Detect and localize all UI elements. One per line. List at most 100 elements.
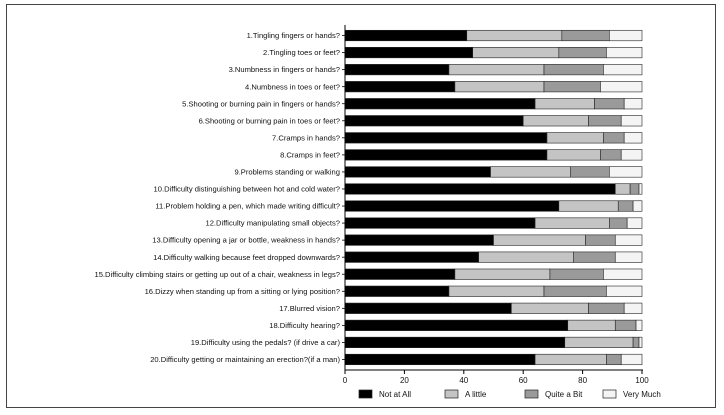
category-label: 5.Shooting or burning pain in fingers or… <box>182 99 340 108</box>
bar-segment-row14-a-little <box>478 251 574 263</box>
bar-segment-row13-very-much <box>614 234 643 246</box>
bar-segment-row10-a-little <box>614 183 631 195</box>
bar-segment-row9-quite-a-bit <box>570 166 610 178</box>
bar-segment-row17-a-little <box>511 302 589 314</box>
x-tick-label: 40 <box>459 376 468 385</box>
bar-segment-row15-not-at-all <box>344 268 456 280</box>
bar-segment-row15-quite-a-bit <box>549 268 604 280</box>
bar-segment-row8-quite-a-bit <box>600 149 622 161</box>
bar-segment-row6-not-at-all <box>344 115 524 127</box>
bar-segment-row19-quite-a-bit <box>632 336 640 348</box>
bar-segment-row10-very-much <box>638 183 643 195</box>
category-label: 9.Problems standing or walking <box>234 168 340 177</box>
bar-segment-row1-quite-a-bit <box>561 29 610 42</box>
category-label: 16.Dizzy when standing up from a sitting… <box>145 287 340 296</box>
bar-segment-row17-quite-a-bit <box>588 302 625 314</box>
bar-segment-row12-not-at-all <box>344 217 536 229</box>
legend-label: Quite a Bit <box>545 390 583 399</box>
bar-segment-row16-a-little <box>448 285 545 297</box>
bar-segment-row8-very-much <box>620 149 643 161</box>
bars-group <box>344 29 643 366</box>
legend-swatch-not-at-all <box>358 389 373 399</box>
category-label: 4.Numbness in toes or feet? <box>245 82 340 91</box>
category-label: 6.Shooting or burning pain in toes or fe… <box>199 116 340 125</box>
bar-segment-row5-very-much <box>623 98 643 110</box>
legend-swatch-very-much <box>602 389 617 399</box>
bar-segment-row13-a-little <box>493 234 586 246</box>
category-label: 19.Difficulty using the pedals? (if driv… <box>191 338 341 347</box>
category-label: 15.Difficulty climbing stairs or getting… <box>94 270 340 279</box>
bar-segment-row14-not-at-all <box>344 251 479 263</box>
bar-segment-row8-not-at-all <box>344 149 548 161</box>
bar-segment-row14-very-much <box>614 251 643 263</box>
bar-segment-row12-a-little <box>534 217 610 229</box>
bar-segment-row7-not-at-all <box>344 132 548 144</box>
bar-segment-row4-very-much <box>600 81 643 93</box>
bar-segment-row6-a-little <box>522 115 589 127</box>
bar-segment-row13-quite-a-bit <box>585 234 616 246</box>
bar-segment-row11-very-much <box>632 200 643 212</box>
bar-segment-row2-very-much <box>606 47 643 59</box>
bar-segment-row18-very-much <box>635 319 643 331</box>
category-label: 1.Tingling fingers or hands? <box>247 31 340 40</box>
bar-segment-row13-not-at-all <box>344 234 494 246</box>
bar-segment-row2-not-at-all <box>344 47 474 59</box>
bar-segment-row18-a-little <box>567 319 616 331</box>
legend: Not at All A little Quite a Bit Very Much <box>358 389 661 399</box>
bar-segment-row14-quite-a-bit <box>573 251 616 263</box>
bar-segment-row18-quite-a-bit <box>614 319 637 331</box>
bar-segment-row7-a-little <box>546 132 604 144</box>
category-label: 8.Cramps in feet? <box>280 150 340 159</box>
legend-swatch-a-little <box>444 389 459 399</box>
category-label: 12.Difficulty manipulating small objects… <box>205 219 340 228</box>
bar-segment-row5-a-little <box>534 98 595 110</box>
bar-segment-row16-quite-a-bit <box>543 285 607 297</box>
bar-segment-row11-quite-a-bit <box>617 200 634 212</box>
x-tick-label: 100 <box>635 376 649 385</box>
category-label: 14.Difficulty walking because feet dropp… <box>153 253 340 262</box>
bar-segment-row11-not-at-all <box>344 200 560 212</box>
legend-swatch-quite-a-bit <box>524 389 539 399</box>
bar-segment-row6-quite-a-bit <box>588 115 622 127</box>
bar-segment-row8-a-little <box>546 149 601 161</box>
x-tick-label: 80 <box>578 376 587 385</box>
bar-segment-row17-very-much <box>623 302 643 314</box>
category-label: 11.Problem holding a pen, which made wri… <box>155 202 340 211</box>
category-label: 10.Difficulty distinguishing between hot… <box>154 185 340 194</box>
bar-segment-row11-a-little <box>558 200 619 212</box>
bar-segment-row17-not-at-all <box>344 302 512 314</box>
bar-segment-row16-very-much <box>606 285 643 297</box>
bar-segment-row20-quite-a-bit <box>606 353 622 366</box>
bar-segment-row9-not-at-all <box>344 166 491 178</box>
bar-segment-row12-very-much <box>626 217 643 229</box>
category-label: 20.Difficulty getting or maintaining an … <box>150 355 340 364</box>
bar-segment-row15-a-little <box>454 268 551 280</box>
bar-segment-row4-quite-a-bit <box>543 81 601 93</box>
bar-segment-row3-very-much <box>603 64 643 76</box>
category-label: 3.Numbness in fingers or hands? <box>229 65 340 74</box>
bar-segment-row7-very-much <box>623 132 643 144</box>
x-tick-label: 60 <box>519 376 528 385</box>
bar-segment-row3-quite-a-bit <box>543 64 604 76</box>
bar-segment-row1-very-much <box>609 29 643 42</box>
category-label: 13.Difficulty opening a jar or bottle, w… <box>152 236 340 245</box>
category-label: 18.Difficulty hearing? <box>269 321 340 330</box>
x-tick-label: 20 <box>400 376 409 385</box>
bar-segment-row20-very-much <box>620 353 643 366</box>
bar-segment-row4-a-little <box>454 81 545 93</box>
bar-segment-row19-very-much <box>638 336 643 348</box>
bar-segment-row18-not-at-all <box>344 319 569 331</box>
bar-segment-row5-not-at-all <box>344 98 536 110</box>
bar-segment-row2-a-little <box>472 47 560 59</box>
legend-label: Not at All <box>379 390 411 399</box>
bar-segment-row10-not-at-all <box>344 183 616 195</box>
bar-segment-row1-not-at-all <box>344 29 468 42</box>
stacked-bar-chart: 1.Tingling fingers or hands? 2.Tingling t… <box>94 25 661 399</box>
bar-segment-row6-very-much <box>620 115 643 127</box>
category-label: 17.Blurred vision? <box>279 304 340 313</box>
bar-segment-row20-a-little <box>534 353 607 366</box>
bar-segment-row1-a-little <box>466 29 563 42</box>
x-tick-label: 0 <box>343 376 348 385</box>
bar-segment-row19-not-at-all <box>344 336 566 348</box>
bar-segment-row10-quite-a-bit <box>629 183 640 195</box>
